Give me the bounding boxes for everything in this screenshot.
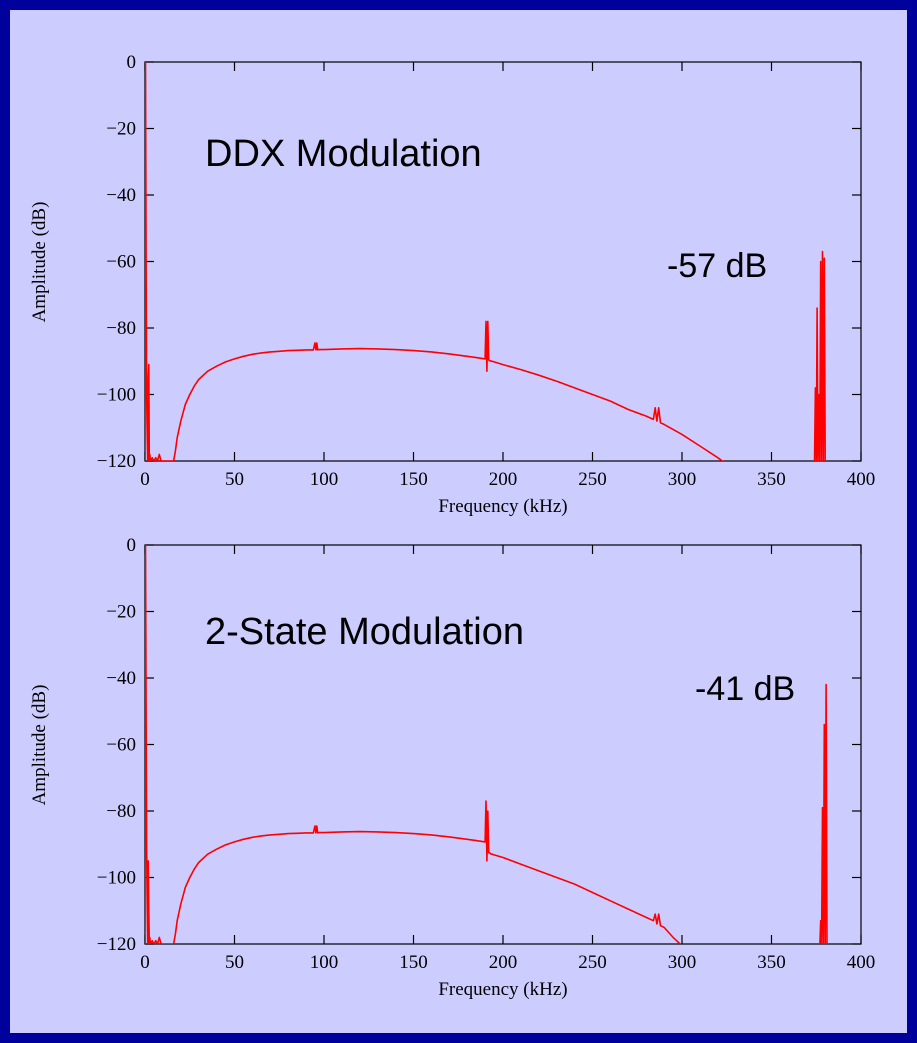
x-tick-label: 50 [225, 952, 244, 973]
plot-frame [144, 544, 862, 945]
y-tick-label: −100 [97, 385, 136, 406]
x-tick-label: 350 [757, 469, 786, 490]
y-tick-label: −20 [106, 602, 136, 623]
y-axis-label: Amplitude (dB) [29, 685, 50, 806]
x-tick-label: 0 [140, 952, 150, 973]
peak-annotation: -57 dB [667, 247, 767, 285]
x-tick-label: 300 [668, 469, 697, 490]
chart-canvas: 0 50 100 150 200 250 300 350 400 0 −20 −40 −60 −80 −10… [29, 52, 875, 1000]
y-tick-label: −20 [106, 119, 136, 140]
y-tick-label: 0 [127, 52, 137, 73]
y-tick-label: −80 [106, 318, 136, 339]
x-tick-label: 200 [489, 952, 518, 973]
y-tick-label: −100 [97, 868, 136, 889]
chart-panel-1: 0 50 100 150 200 250 300 350 400 0 −20 −40 −60 −80 −10… [29, 52, 875, 517]
x-tick-label: 100 [310, 469, 339, 490]
x-axis-label: Frequency (kHz) [438, 979, 567, 1000]
x-tick-label: 400 [847, 952, 876, 973]
chart-title: DDX Modulation [205, 133, 482, 175]
x-tick-label: 100 [310, 952, 339, 973]
chart-panel-2: 0 50 100 150 200 250 300 350 400 0 −20 −40 −60 −80 −10… [29, 535, 875, 1000]
spectrum-trace [145, 62, 827, 461]
y-tick-label: −60 [106, 735, 136, 756]
y-tick-label: −120 [97, 451, 136, 472]
x-axis-label: Frequency (kHz) [438, 496, 567, 517]
x-tick-label: 200 [489, 469, 518, 490]
x-tick-label: 0 [140, 469, 150, 490]
chart-figure: 0 50 100 150 200 250 300 350 400 0 −20 −40 −60 −80 −10… [10, 10, 907, 1033]
x-tick-label: 400 [847, 469, 876, 490]
chart-title: 2-State Modulation [205, 611, 524, 653]
x-tick-label: 50 [225, 469, 244, 490]
y-tick-label: −80 [106, 801, 136, 822]
y-tick-label: −120 [97, 934, 136, 955]
x-tick-label: 250 [578, 469, 607, 490]
x-tick-label: 250 [578, 952, 607, 973]
y-tick-label: −40 [106, 185, 136, 206]
y-tick-label: −60 [106, 252, 136, 273]
y-tick-label: −40 [106, 668, 136, 689]
x-tick-label: 350 [757, 952, 786, 973]
x-tick-label: 300 [668, 952, 697, 973]
x-tick-label: 150 [399, 469, 428, 490]
y-axis-label: Amplitude (dB) [29, 202, 50, 323]
peak-annotation: -41 dB [695, 670, 795, 708]
spectrum-trace [145, 545, 828, 944]
y-tick-label: 0 [127, 535, 137, 556]
x-tick-label: 150 [399, 952, 428, 973]
